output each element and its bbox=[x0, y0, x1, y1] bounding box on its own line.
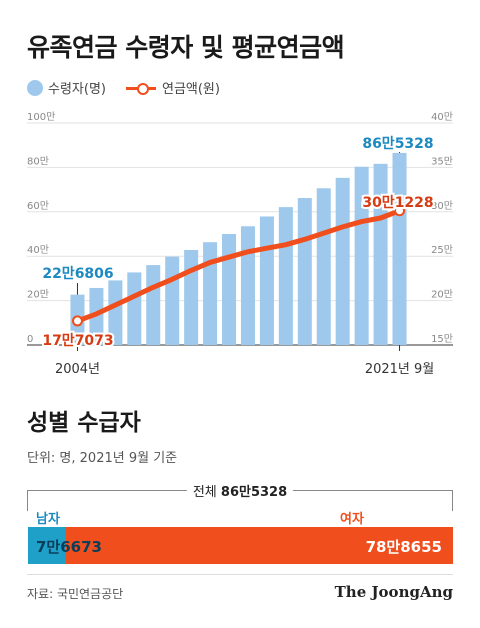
y-right-tick-label: 30만 bbox=[431, 200, 453, 212]
y-right-tick-label: 25만 bbox=[431, 244, 453, 256]
bar bbox=[297, 198, 312, 345]
svg-text:30만1228: 30만1228 bbox=[362, 195, 433, 211]
total-label: 전체 86만5328 bbox=[186, 481, 294, 500]
line-point bbox=[394, 205, 406, 217]
female-value: 78만8655 bbox=[365, 538, 442, 556]
female-label: 여자 bbox=[340, 512, 364, 527]
data-label: 17만7073 bbox=[42, 333, 113, 349]
y-left-tick-label: 100만 bbox=[27, 111, 55, 123]
chart-title: 유족연금 수령자 및 평균연금액 bbox=[27, 33, 345, 62]
source-text: 자료: 국민연금공단 bbox=[27, 587, 124, 601]
bar bbox=[259, 216, 274, 345]
data-label: 86만5328 bbox=[362, 136, 433, 152]
bar bbox=[316, 188, 331, 345]
legend-line-label: 연금액(원) bbox=[161, 82, 220, 97]
data-label: 22만6806 bbox=[42, 266, 113, 282]
bar bbox=[335, 177, 350, 345]
svg-text:22만6806: 22만6806 bbox=[42, 266, 113, 282]
y-left-tick-label: 40만 bbox=[27, 244, 49, 256]
combo-chart: 0 20만 40만 60만 80만 100만 15만 20만 25만 30만 35만 40만 2004… bbox=[27, 111, 453, 377]
gender-unit: 단위: 명, 2021년 9월 기준 bbox=[27, 451, 178, 466]
y-left-tick-label: 80만 bbox=[27, 155, 49, 167]
y-right-tick-label: 15만 bbox=[431, 333, 453, 345]
male-bar bbox=[28, 527, 66, 564]
data-label: 30만1228 bbox=[362, 195, 433, 211]
bar bbox=[127, 272, 142, 345]
x-tick-label: 2021년 9월 bbox=[365, 362, 434, 377]
y-right-tick-label: 35만 bbox=[431, 155, 453, 167]
y-left-tick-label: 0 bbox=[27, 334, 33, 345]
bar bbox=[354, 166, 369, 345]
bar bbox=[165, 256, 180, 345]
legend-line-swatch bbox=[125, 82, 156, 95]
bar bbox=[278, 207, 293, 345]
footer-divider bbox=[27, 574, 453, 575]
x-tick-label: 2004년 bbox=[55, 362, 100, 377]
total-bracket: 전체 86만5328 bbox=[27, 481, 453, 511]
male-label: 남자 bbox=[36, 512, 60, 527]
bar bbox=[146, 265, 161, 345]
gender-section-title: 성별 수급자 bbox=[27, 410, 141, 436]
total-prefix: 전체 bbox=[192, 485, 221, 500]
legend-bar-swatch bbox=[27, 79, 43, 96]
line-point bbox=[71, 315, 83, 327]
male-value: 7만6673 bbox=[36, 538, 102, 556]
bar bbox=[240, 226, 255, 345]
y-left-tick-label: 20만 bbox=[27, 289, 49, 301]
line-series bbox=[74, 208, 403, 324]
logo: The JoongAng bbox=[334, 583, 453, 601]
bar bbox=[108, 280, 123, 345]
total-value: 86만5328 bbox=[220, 485, 288, 500]
svg-text:17만7073: 17만7073 bbox=[42, 333, 113, 349]
bar bbox=[203, 242, 218, 345]
bar bbox=[392, 152, 407, 345]
bar bbox=[184, 249, 199, 345]
bar bbox=[222, 234, 237, 345]
y-left-tick-label: 60만 bbox=[27, 200, 49, 212]
y-right-tick-label: 20만 bbox=[431, 289, 453, 301]
female-bar bbox=[66, 527, 453, 564]
legend-bar-label: 수령자(명) bbox=[48, 82, 106, 97]
y-right-tick-label: 40만 bbox=[431, 111, 453, 123]
bar bbox=[373, 163, 388, 345]
svg-text:86만5328: 86만5328 bbox=[362, 136, 433, 152]
legend: 수령자(명) 연금액(원) bbox=[27, 78, 220, 97]
